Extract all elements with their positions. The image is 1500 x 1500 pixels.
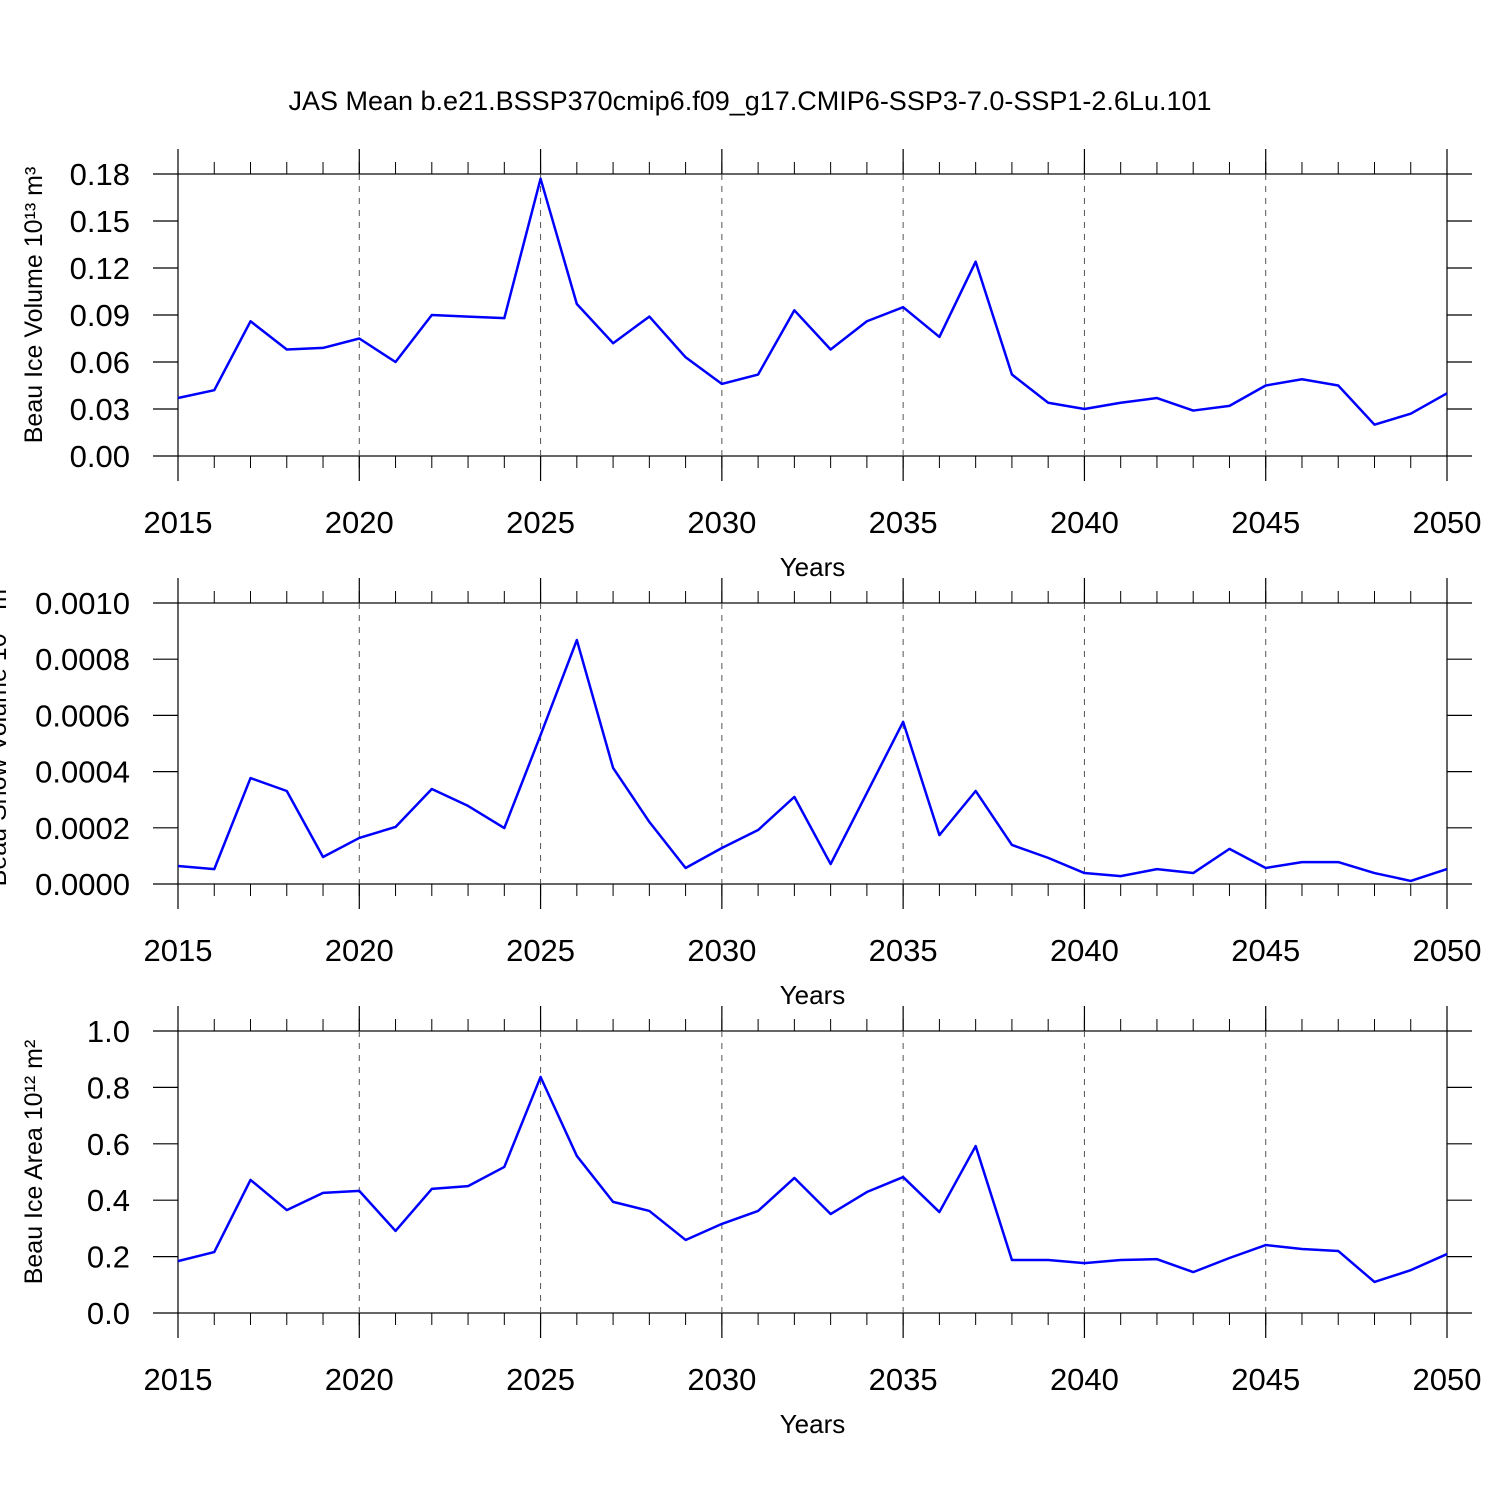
y-tick-label: 0.18	[70, 157, 130, 192]
y-axis-label: Beau Ice Volume 10¹³ m³	[20, 167, 48, 444]
plot-frame	[177, 602, 1448, 885]
y-tick-label: 0.6	[87, 1127, 130, 1162]
x-tick-label: 2040	[1050, 505, 1119, 540]
x-axis-label: Years	[780, 1409, 846, 1439]
y-tick-label: 0.0000	[35, 867, 130, 902]
x-tick-label: 2040	[1050, 1362, 1119, 1397]
x-tick-label: 2030	[687, 933, 756, 968]
y-axis-label: Beau Ice Area 10¹² m²	[20, 1040, 48, 1285]
x-tick-label: 2020	[325, 933, 394, 968]
y-tick-label: 0.0004	[35, 755, 130, 790]
y-tick-label: 0.0002	[35, 811, 130, 846]
y-tick-label: 0.0	[87, 1296, 130, 1331]
x-tick-label: 2030	[687, 505, 756, 540]
data-line	[177, 1075, 1448, 1284]
x-tick-label: 2015	[144, 505, 213, 540]
x-tick-label: 2025	[506, 1362, 575, 1397]
data-line	[177, 177, 1448, 426]
x-tick-label: 2025	[506, 933, 575, 968]
y-tick-label: 0.4	[87, 1183, 130, 1218]
y-tick-label: 0.00	[70, 439, 130, 474]
x-tick-label: 2050	[1413, 1362, 1482, 1397]
x-tick-label: 2045	[1231, 933, 1300, 968]
x-tick-label: 2035	[869, 1362, 938, 1397]
x-axis-label: Years	[780, 980, 846, 1010]
y-axis-label: Beau Snow Volume 10¹³ m³	[0, 581, 12, 887]
x-tick-label: 2045	[1231, 505, 1300, 540]
plot-frame	[177, 1030, 1448, 1314]
x-tick-label: 2035	[869, 505, 938, 540]
x-tick-label: 2040	[1050, 933, 1119, 968]
x-tick-label: 2015	[144, 1362, 213, 1397]
y-tick-label: 0.0008	[35, 642, 130, 677]
y-tick-label: 0.8	[87, 1070, 130, 1105]
y-tick-label: 0.12	[70, 251, 130, 286]
y-tick-label: 0.2	[87, 1240, 130, 1275]
y-tick-label: 0.06	[70, 345, 130, 380]
x-tick-label: 2020	[325, 505, 394, 540]
figure-title: JAS Mean b.e21.BSSP370cmip6.f09_g17.CMIP…	[288, 86, 1211, 116]
y-tick-label: 0.0010	[35, 586, 130, 621]
x-tick-label: 2030	[687, 1362, 756, 1397]
x-tick-label: 2020	[325, 1362, 394, 1397]
x-tick-label: 2045	[1231, 1362, 1300, 1397]
x-tick-label: 2015	[144, 933, 213, 968]
y-tick-label: 0.15	[70, 204, 130, 239]
x-axis-label: Years	[780, 552, 846, 582]
x-tick-label: 2050	[1413, 505, 1482, 540]
y-tick-label: 1.0	[87, 1014, 130, 1049]
x-tick-label: 2050	[1413, 933, 1482, 968]
data-line	[177, 638, 1448, 883]
y-tick-label: 0.0006	[35, 698, 130, 733]
x-tick-label: 2025	[506, 505, 575, 540]
y-tick-label: 0.03	[70, 392, 130, 427]
x-tick-label: 2035	[869, 933, 938, 968]
y-tick-label: 0.09	[70, 298, 130, 333]
